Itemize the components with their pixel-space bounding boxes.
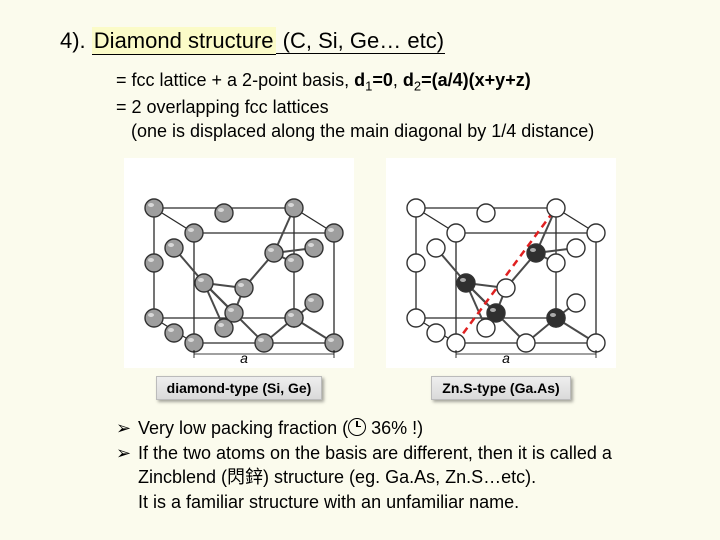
figure-diamond: a diamond-type (Si, Ge) [124,158,354,400]
bullet-1: ➢ Very low packing fraction ( 36% !) [116,416,680,441]
clock-icon [348,418,366,436]
def-line-2: = 2 overlapping fcc lattices [116,95,680,119]
figure-label-right: Zn.S-type (Ga.As) [431,376,570,400]
bullet-2: ➢ If the two atoms on the basis are diff… [116,441,680,515]
slide-title: 4). Diamond structure (C, Si, Ge… etc) [60,28,680,54]
figure-label-left: diamond-type (Si, Ge) [156,376,323,400]
diamond-lattice-svg: a [124,158,354,368]
bullet-1-text: Very low packing fraction ( 36% !) [138,416,423,441]
bullet-arrow-icon: ➢ [116,416,138,441]
b1a: Very low packing fraction ( [138,418,348,438]
title-rest: (C, Si, Ge… etc) [276,28,445,54]
comma: , [393,70,403,90]
b2a: If the two atoms on the basis are differ… [138,441,612,466]
definition-block: = fcc lattice + a 2-point basis, d1=0, d… [116,68,680,144]
d2-val: =(a/4)(x+y+z) [421,70,531,90]
b2c: It is a familiar structure with an unfam… [138,490,612,515]
d1-val: =0 [372,70,393,90]
svg-text:a: a [240,350,248,366]
title-main: Diamond structure [92,27,276,55]
svg-text:a: a [502,350,510,366]
b2b: Zincblend (閃鋅) structure (eg. Ga.As, Zn.… [138,465,612,490]
def-line-3: (one is displaced along the main diagona… [116,119,680,143]
title-prefix: 4). [60,28,92,53]
bullet-list: ➢ Very low packing fraction ( 36% !) ➢ I… [116,416,680,515]
def-text: = fcc lattice + a 2-point basis, [116,70,354,90]
b1b: 36% !) [366,418,423,438]
zincblende-lattice-svg: a [386,158,616,368]
bullet-2-text: If the two atoms on the basis are differ… [138,441,612,515]
figure-zincblende: a Zn.S-type (Ga.As) [386,158,616,400]
d1-label: d [354,70,365,90]
d2-label: d [403,70,414,90]
figure-row: a diamond-type (Si, Ge) a Zn.S-type (Ga.… [60,158,680,400]
bullet-arrow-icon: ➢ [116,441,138,515]
def-line-1: = fcc lattice + a 2-point basis, d1=0, d… [116,68,680,95]
